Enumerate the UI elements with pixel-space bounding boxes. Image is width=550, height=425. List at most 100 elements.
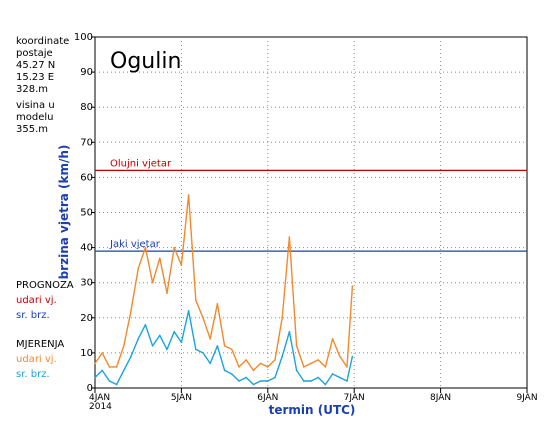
data-point <box>231 373 233 375</box>
station-info-line: 15.23 E <box>16 72 55 83</box>
data-point <box>101 369 103 372</box>
data-point <box>195 348 197 351</box>
station-info-line: visina u <box>16 100 55 111</box>
data-point <box>339 376 341 379</box>
x-axis: 4JAN 2014 5JAN 6JAN 7JAN 8JAN 9JAN <box>89 388 538 412</box>
legend-forecast-mean: sr. brz. <box>16 310 50 321</box>
data-point <box>144 246 147 249</box>
data-point <box>310 380 312 382</box>
data-point <box>151 281 154 284</box>
data-point <box>274 376 276 379</box>
station-info-line: koordinate <box>16 36 70 47</box>
x-axis-label: termin (UTC) <box>269 403 356 417</box>
y-tick-label: 10 <box>80 348 93 359</box>
legend-measured-mean: sr. brz. <box>16 369 50 380</box>
data-point <box>288 331 291 333</box>
legend-measured-title: MJERENJA <box>16 339 65 350</box>
data-point <box>245 376 247 379</box>
data-point <box>238 366 240 368</box>
y-tick-label: 70 <box>80 137 93 148</box>
data-point <box>223 345 226 347</box>
data-point <box>252 383 255 386</box>
data-point <box>180 341 183 344</box>
data-point <box>317 376 320 379</box>
x-tick-label: 6JAN <box>257 393 278 403</box>
data-point <box>180 264 183 266</box>
data-point <box>202 317 204 319</box>
y-axis: 0 10 20 30 40 50 60 70 80 90 100 <box>74 32 95 394</box>
x-tick-label: 4JAN 2014 <box>89 393 112 412</box>
data-point <box>303 380 305 382</box>
station-info-line: 355.m <box>16 124 49 135</box>
legend: PROGNOZA udari vj. sr. brz. MJERENJA uda… <box>16 278 74 382</box>
data-point <box>187 309 190 312</box>
data-point <box>94 362 96 365</box>
y-tick-label: 0 <box>87 383 93 394</box>
data-point <box>339 355 341 358</box>
data-point <box>123 369 125 372</box>
data-point <box>94 376 96 379</box>
legend-forecast-title: PROGNOZA <box>16 280 74 291</box>
data-point <box>101 352 103 354</box>
y-tick-label: 50 <box>80 208 93 219</box>
y-tick-label: 80 <box>80 102 93 113</box>
x-tick-label: 9JAN <box>516 393 537 403</box>
station-info-line: 45.27 N <box>16 60 56 71</box>
threshold-label: Olujni vjetar <box>110 158 172 169</box>
data-point <box>281 317 284 319</box>
data-point <box>310 362 312 365</box>
data-point <box>252 369 255 372</box>
legend-forecast-gust: udari vj. <box>16 295 57 306</box>
data-point <box>173 246 175 249</box>
y-tick-label: 60 <box>80 172 93 183</box>
threshold-label: Jaki vjetar <box>109 239 161 250</box>
legend-measured-gust: udari vj. <box>16 354 57 365</box>
data-point <box>267 366 269 368</box>
data-point <box>259 362 262 365</box>
data-point <box>331 373 334 375</box>
data-point <box>267 380 269 382</box>
data-point <box>159 334 161 337</box>
data-point <box>331 338 334 340</box>
data-point <box>151 345 154 347</box>
data-point <box>108 366 111 368</box>
grid <box>95 37 527 388</box>
data-point <box>324 383 327 386</box>
data-point <box>123 345 125 347</box>
data-point <box>324 366 327 368</box>
threshold-lines: Olujni vjetar Jaki vjetar <box>95 158 527 252</box>
station-info-line: modelu <box>16 112 54 123</box>
data-point <box>195 299 197 302</box>
data-point <box>137 338 139 340</box>
data-point <box>137 267 139 270</box>
data-point <box>245 359 247 361</box>
data-point <box>238 380 240 382</box>
data-point <box>295 369 298 372</box>
data-point <box>130 309 132 312</box>
data-point <box>173 331 175 333</box>
y-tick-label: 40 <box>80 243 93 254</box>
data-point <box>166 348 168 351</box>
x-tick-label: 5JAN <box>171 393 192 403</box>
data-point <box>159 257 161 259</box>
series-group <box>94 194 354 386</box>
station-info-line: postaje <box>16 48 53 59</box>
data-point <box>303 366 305 368</box>
data-point <box>187 194 190 196</box>
chart-title: Ogulin <box>110 49 181 74</box>
y-tick-label: 30 <box>80 278 93 289</box>
data-point <box>351 285 354 288</box>
data-point <box>295 345 298 347</box>
data-point <box>144 324 147 326</box>
station-info-line: 328.m <box>16 84 49 95</box>
y-tick-label: 100 <box>74 32 93 43</box>
y-axis-label: brzina vjetra (km/h) <box>57 145 71 280</box>
data-point <box>202 352 204 354</box>
data-point <box>317 359 320 361</box>
data-point <box>216 302 219 305</box>
data-point <box>346 366 348 368</box>
data-point <box>223 369 226 372</box>
data-point <box>130 355 132 358</box>
data-point <box>281 355 284 358</box>
